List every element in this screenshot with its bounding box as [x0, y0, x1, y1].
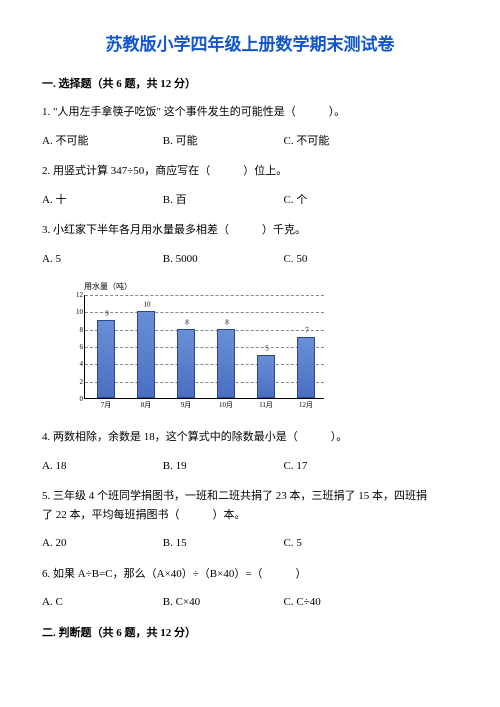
q5-options: A. 20 B. 15 C. 5 [42, 535, 458, 552]
chart-ytick: 2 [69, 376, 83, 387]
chart-xtick: 9月 [171, 400, 201, 411]
section-2-header: 二. 判断题（共 6 题，共 12 分） [42, 625, 458, 642]
q1-opt-b: B. 可能 [163, 133, 281, 150]
chart-bar-label: 10 [138, 300, 156, 311]
chart-container: 用水量（吨） 0 2 4 6 8 10 12 9 7月 10 8月 8 9月 8 10月 5 11月 7 12月 [54, 281, 458, 415]
chart-gridline [85, 364, 324, 365]
q4-text: 4. 两数相除，余数是 18，这个算式中的除数最小是（ ）。 [42, 429, 458, 446]
q6-opt-a: A. C [42, 594, 160, 611]
chart-ytick: 8 [69, 324, 83, 335]
chart-ytick: 10 [69, 307, 83, 318]
chart-bar-label: 7 [298, 326, 316, 337]
q5-opt-b: B. 15 [163, 535, 281, 552]
q3-opt-c: C. 50 [284, 251, 384, 268]
chart-xtick: 12月 [291, 400, 321, 411]
q2-opt-c: C. 个 [284, 192, 384, 209]
q5-opt-c: C. 5 [284, 535, 384, 552]
q6-opt-b: B. C×40 [163, 594, 281, 611]
chart-bar-label: 5 [258, 343, 276, 354]
q5-opt-a: A. 20 [42, 535, 160, 552]
chart-ytick: 4 [69, 359, 83, 370]
chart-ytick: 6 [69, 342, 83, 353]
chart-ytick: 0 [69, 394, 83, 405]
q2-opt-a: A. 十 [42, 192, 160, 209]
chart-gridline [85, 312, 324, 313]
chart-bar: 10 [137, 311, 155, 398]
chart-ytick: 12 [69, 290, 83, 301]
chart-xtick: 10月 [211, 400, 241, 411]
chart-plot-area: 02468101297月108月89月810月511月712月 [84, 295, 324, 399]
q5-text-line1: 5. 三年级 4 个班同学捐图书，一班和二班共捐了 23 本，三班捐了 15 本… [42, 488, 458, 505]
chart-xtick: 8月 [131, 400, 161, 411]
section-1-header: 一. 选择题（共 6 题，共 12 分） [42, 76, 458, 93]
q4-opt-b: B. 19 [163, 458, 281, 475]
q2-options: A. 十 B. 百 C. 个 [42, 192, 458, 209]
chart-gridline [85, 382, 324, 383]
q5-text-line2: 了 22 本，平均每班捐图书（ ）本。 [42, 507, 458, 524]
chart-bar: 8 [217, 329, 235, 398]
q3-opt-a: A. 5 [42, 251, 160, 268]
q6-text: 6. 如果 A÷B=C，那么（A×40）÷（B×40）=（ ） [42, 566, 458, 583]
chart-gridline [85, 330, 324, 331]
page-title: 苏教版小学四年级上册数学期末测试卷 [42, 32, 458, 58]
chart-ylabel: 用水量（吨） [84, 281, 458, 293]
q1-text: 1. "人用左手拿筷子吃饭" 这个事件发生的可能性是（ ）。 [42, 104, 458, 121]
bar-chart: 02468101297月108月89月810月511月712月 [64, 295, 334, 415]
chart-bar: 7 [297, 337, 315, 398]
q1-opt-a: A. 不可能 [42, 133, 160, 150]
chart-bar-label: 9 [98, 309, 116, 320]
chart-xtick: 11月 [251, 400, 281, 411]
chart-gridline [85, 295, 324, 296]
q3-options: A. 5 B. 5000 C. 50 [42, 251, 458, 268]
q1-opt-c: C. 不可能 [284, 133, 384, 150]
chart-bar: 5 [257, 355, 275, 398]
q6-opt-c: C. C÷40 [284, 594, 384, 611]
chart-bar-label: 8 [178, 317, 196, 328]
chart-xtick: 7月 [91, 400, 121, 411]
q4-options: A. 18 B. 19 C. 17 [42, 458, 458, 475]
q2-text: 2. 用竖式计算 347÷50，商应写在（ ）位上。 [42, 163, 458, 180]
chart-bar: 8 [177, 329, 195, 398]
q4-opt-c: C. 17 [284, 458, 384, 475]
q3-opt-b: B. 5000 [163, 251, 281, 268]
q6-options: A. C B. C×40 C. C÷40 [42, 594, 458, 611]
chart-bar: 9 [97, 320, 115, 398]
chart-gridline [85, 347, 324, 348]
q3-text: 3. 小红家下半年各月用水量最多相差（ ）千克。 [42, 222, 458, 239]
q1-options: A. 不可能 B. 可能 C. 不可能 [42, 133, 458, 150]
q2-opt-b: B. 百 [163, 192, 281, 209]
chart-bar-label: 8 [218, 317, 236, 328]
q4-opt-a: A. 18 [42, 458, 160, 475]
